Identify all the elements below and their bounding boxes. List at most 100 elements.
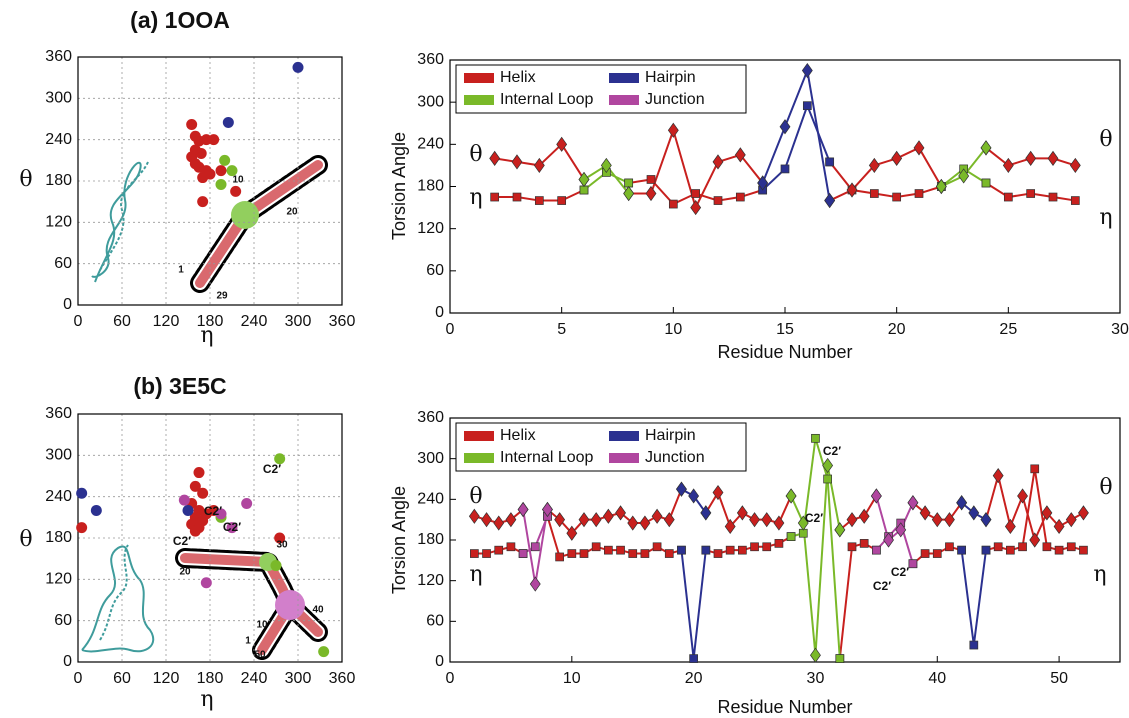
eta-marker [646, 175, 656, 184]
theta-label: θ [469, 484, 482, 509]
x-tick-label: 60 [113, 313, 131, 330]
annotation: 30 [276, 540, 288, 551]
theta-marker [1017, 488, 1028, 504]
x-tick-label: 0 [446, 321, 455, 338]
eta-marker [713, 549, 723, 558]
eta-marker [557, 196, 567, 205]
theta-label: θ [1099, 127, 1112, 152]
eta-marker [624, 178, 634, 188]
legend-swatch [609, 453, 639, 463]
annotation: C2′ [204, 504, 222, 518]
y-tick-label: 180 [45, 172, 72, 189]
y-tick-label: 240 [45, 131, 72, 148]
annotation: C2′ [173, 534, 191, 548]
eta-marker [691, 189, 701, 198]
theta-marker [1002, 157, 1014, 174]
eta-marker [993, 542, 1003, 552]
eta-marker [494, 545, 504, 555]
y-tick-label: 360 [45, 48, 72, 65]
eta-marker [652, 542, 662, 552]
legend-label: Junction [645, 91, 705, 108]
legend-swatch [464, 453, 494, 463]
scatter-point [241, 498, 253, 510]
eta-marker [932, 549, 942, 558]
annotation: 1 [245, 636, 251, 647]
annotation: 40 [312, 605, 324, 616]
eta-marker [872, 545, 881, 555]
y-tick-label: 300 [417, 93, 444, 110]
x-tick-label: 240 [241, 670, 268, 687]
scatter-point [76, 522, 88, 534]
theta-marker [511, 154, 523, 170]
series-line [790, 438, 841, 659]
eta-marker [762, 542, 772, 552]
scatter-point [226, 165, 238, 177]
x-tick-label: 30 [807, 670, 825, 687]
eta-marker [774, 539, 784, 548]
chart-line: 0 60 120 180 240 300 360 0 10 20 30 40 50 Residue Num… [389, 409, 1121, 717]
annotation: 50 [254, 650, 266, 661]
eta-marker [847, 542, 857, 552]
theta-marker [810, 647, 821, 663]
eta-marker [725, 545, 735, 555]
theta-marker [600, 157, 612, 174]
y-tick-label: 60 [426, 262, 444, 279]
scatter-point [197, 487, 209, 499]
x-tick-label: 10 [664, 321, 682, 338]
eta-marker [616, 545, 625, 555]
theta-marker [688, 488, 700, 504]
theta-marker [639, 515, 651, 531]
x-tick-label: 180 [197, 670, 224, 687]
eta-marker [1054, 545, 1064, 555]
theta-marker [489, 150, 501, 166]
annotation: C2′ [873, 579, 891, 593]
theta-marker [797, 515, 809, 531]
theta-marker [623, 185, 635, 202]
legend-swatch [464, 95, 494, 105]
theta-marker [822, 457, 834, 474]
theta-marker [773, 515, 785, 531]
x-tick-label: 5 [557, 321, 566, 338]
theta-marker [690, 199, 702, 216]
theta-marker [566, 525, 578, 541]
eta-marker [811, 433, 820, 443]
theta-marker [895, 522, 907, 538]
theta-marker [651, 508, 663, 524]
y-tick-label: 240 [417, 136, 444, 153]
theta-marker [846, 512, 858, 528]
y-tick-label: 360 [417, 409, 444, 426]
theta-marker [1065, 512, 1077, 528]
scatter-point [215, 508, 227, 520]
series-line [522, 495, 914, 585]
legend-swatch [609, 95, 639, 105]
annotation: C2′ [891, 565, 909, 579]
annotation: 29 [216, 291, 228, 302]
theta-marker [468, 508, 480, 524]
scatter-point [274, 532, 286, 544]
legend-label: Internal Loop [500, 91, 594, 108]
x-tick-label: 25 [999, 321, 1017, 338]
legend-label: Hairpin [645, 69, 696, 86]
y-tick-label: 120 [417, 220, 444, 237]
scatter-point [230, 185, 242, 197]
eta-marker [628, 549, 638, 558]
theta-marker [590, 512, 602, 528]
eta-marker [1030, 464, 1040, 474]
eta-marker [701, 545, 711, 555]
y-tick-label: 120 [417, 572, 444, 589]
x-tick-label: 0 [446, 670, 455, 687]
legend-label: Junction [645, 449, 705, 466]
eta-marker [490, 192, 500, 202]
eta-marker [640, 549, 650, 558]
y-tick-label: 60 [54, 255, 72, 272]
theta-marker [1078, 505, 1089, 521]
plot-frame [449, 417, 1121, 663]
annotation: 10 [256, 620, 268, 631]
y-tick-label: 300 [45, 447, 72, 464]
eta-marker [713, 196, 723, 205]
scatter-point [215, 165, 227, 177]
eta-marker [1042, 542, 1052, 552]
x-tick-label: 0 [74, 670, 83, 687]
theta-marker [517, 501, 529, 518]
legend-box [455, 64, 747, 114]
